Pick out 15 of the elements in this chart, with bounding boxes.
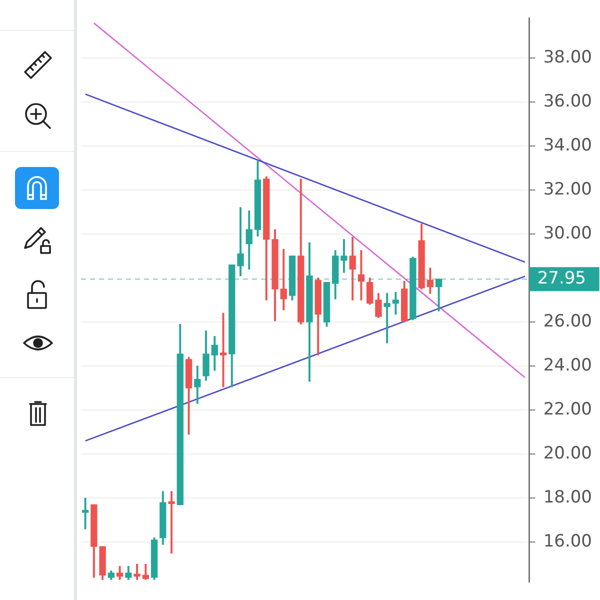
- y-tick-label: 18.00: [543, 488, 592, 508]
- y-tick-label: 16.00: [543, 532, 592, 552]
- y-tick-label: 36.00: [543, 91, 592, 112]
- ref-line-label: 27.95: [537, 268, 586, 289]
- candlestick: [168, 491, 175, 554]
- y-tick-label: 22.00: [543, 400, 592, 420]
- y-tick-label: 38.00: [543, 47, 592, 68]
- y-tick-label: 20.00: [543, 444, 592, 464]
- candlestick: [82, 498, 89, 530]
- y-tick-label: 34.00: [543, 135, 592, 156]
- candlestick: [384, 293, 390, 344]
- y-tick-label: 24.00: [543, 355, 592, 376]
- y-tick-label: 30.00: [543, 223, 592, 244]
- y-tick-label: 32.00: [543, 179, 592, 200]
- y-tick-label: 26.00: [543, 311, 592, 332]
